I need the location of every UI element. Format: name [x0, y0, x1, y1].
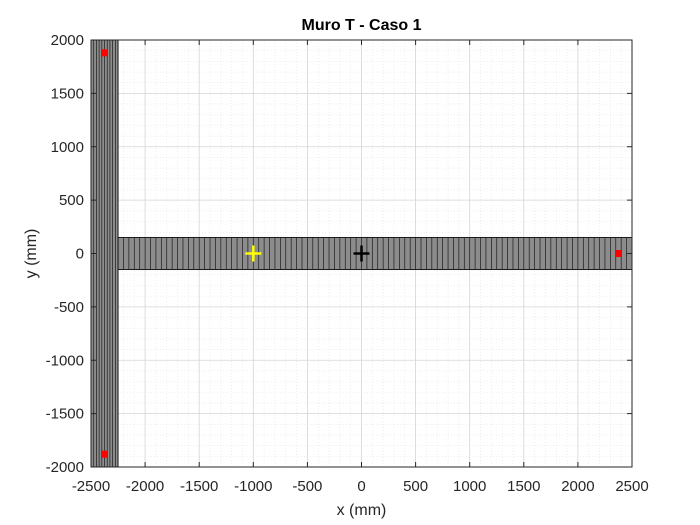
y-tick-label: 1500	[51, 85, 84, 102]
y-tick-labels: -2000 -1500 -1000 -500 0 500 1000 1500 2000	[46, 32, 84, 476]
x-tick-label: -500	[292, 478, 322, 495]
y-tick-label: -2000	[46, 459, 84, 476]
y-tick-label: -1500	[46, 406, 84, 423]
x-tick-label: 500	[403, 478, 428, 495]
x-tick-label: 1500	[507, 478, 540, 495]
x-tick-labels: -2500 -2000 -1500 -1000 -500 0 500 1000 1500 2000…	[72, 478, 649, 495]
y-tick-label: 500	[59, 192, 84, 209]
y-tick-label: 1000	[51, 139, 84, 156]
markers	[101, 49, 622, 458]
yellow-centroid	[245, 245, 262, 262]
x-tick-label: -2500	[72, 478, 110, 495]
x-tick-label: -2000	[126, 478, 164, 495]
axis-ticks	[90, 39, 633, 468]
x-tick-label: 2000	[561, 478, 594, 495]
x-tick-label: 1000	[453, 478, 486, 495]
chart-title: Muro T - Caso 1	[301, 17, 421, 34]
section-web	[117, 236, 633, 271]
x-tick-label: 2500	[615, 478, 648, 495]
x-tick-label: -1500	[180, 478, 218, 495]
y-tick-label: -500	[54, 299, 84, 316]
red-point	[614, 250, 622, 257]
x-tick-label: 0	[357, 478, 365, 495]
y-tick-label: 0	[76, 246, 84, 263]
y-tick-label: -1000	[46, 352, 84, 369]
x-axis-label: x (mm)	[337, 502, 387, 519]
y-tick-label: 2000	[51, 32, 84, 49]
x-tick-label: -1000	[234, 478, 272, 495]
black-centroid	[353, 245, 370, 262]
red-point	[101, 450, 109, 458]
y-axis-label: y (mm)	[23, 229, 40, 279]
red-point	[101, 49, 109, 57]
